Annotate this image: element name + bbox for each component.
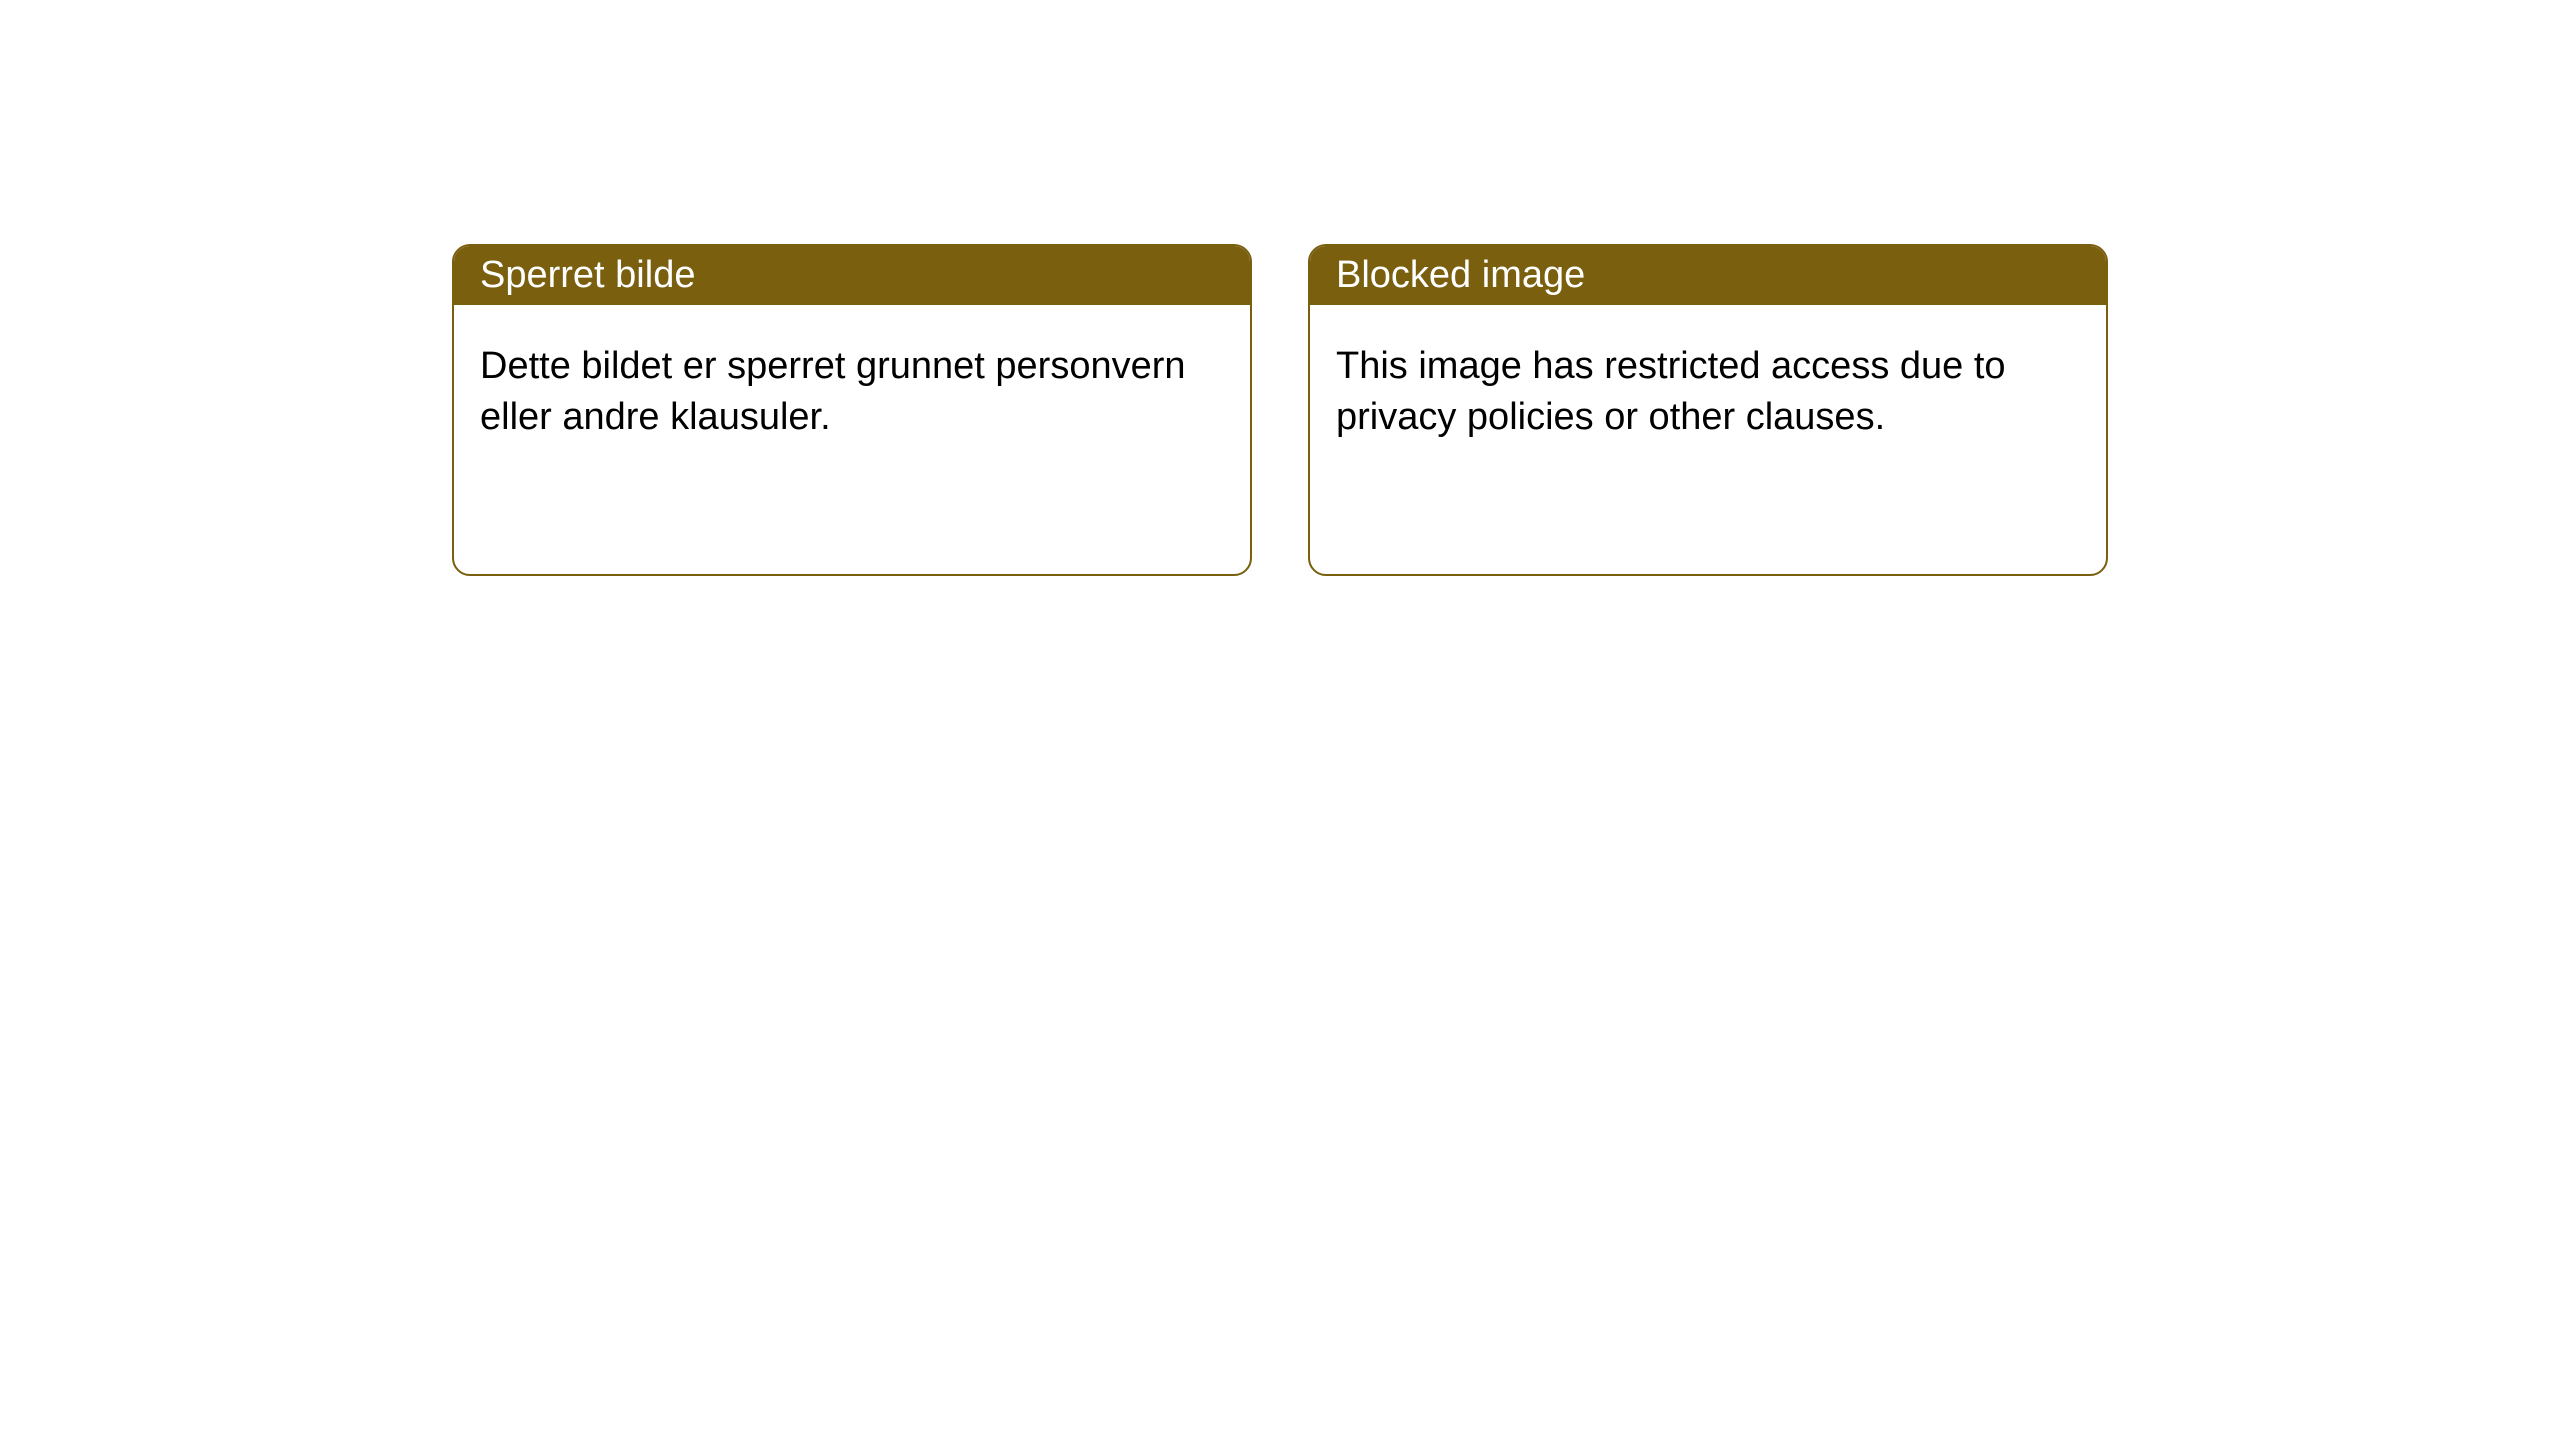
card-title: Sperret bilde	[480, 254, 695, 296]
blocked-image-card-no: Sperret bilde Dette bildet er sperret gr…	[452, 244, 1252, 576]
card-body: Dette bildet er sperret grunnet personve…	[454, 305, 1250, 480]
blocked-image-card-en: Blocked image This image has restricted …	[1308, 244, 2108, 576]
card-title: Blocked image	[1336, 254, 1585, 296]
card-body-text: Dette bildet er sperret grunnet personve…	[480, 345, 1186, 438]
notice-container: Sperret bilde Dette bildet er sperret gr…	[0, 0, 2560, 576]
card-header: Sperret bilde	[454, 246, 1250, 305]
card-header: Blocked image	[1310, 246, 2106, 305]
card-body: This image has restricted access due to …	[1310, 305, 2106, 480]
card-body-text: This image has restricted access due to …	[1336, 345, 2006, 438]
